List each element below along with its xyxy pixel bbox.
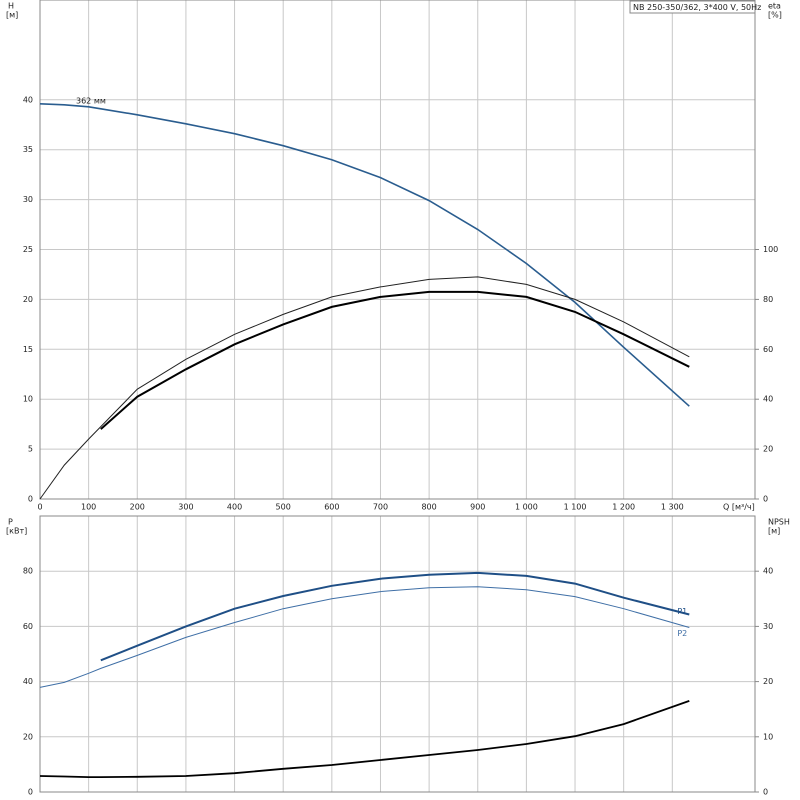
series-line: [39, 103, 690, 407]
y2-tick-label: 0: [763, 495, 768, 504]
series-label: 362 мм: [76, 96, 106, 105]
y2-axis-label: NPSH: [768, 518, 790, 527]
x-tick-label: 600: [324, 503, 339, 512]
y2-tick-label: 20: [763, 445, 773, 454]
series-line: [100, 571, 690, 662]
y-tick-label: 25: [23, 245, 33, 254]
plot-frame: [39, 515, 756, 793]
y-axis-label: P: [8, 518, 13, 527]
x-tick-label: 1 300: [661, 503, 684, 512]
y-axis-unit: [кВт]: [6, 527, 27, 536]
y2-tick-label: 100: [763, 245, 778, 254]
x-tick-label: 400: [227, 503, 242, 512]
y-tick-label: 80: [23, 567, 33, 576]
y2-axis-unit: [м]: [768, 527, 780, 536]
x-tick-label: 700: [373, 503, 388, 512]
chart-title: NB 250-350/362, 3*400 V, 50Hz: [633, 3, 761, 12]
series-label: P1: [677, 607, 687, 616]
y-tick-label: 40: [23, 95, 33, 104]
y-tick-label: 60: [23, 622, 33, 631]
x-tick-label: 0: [37, 503, 42, 512]
y2-tick-label: 0: [763, 788, 768, 797]
y-axis-label: H: [8, 2, 14, 11]
y2-axis-unit: [%]: [768, 11, 782, 20]
y2-tick-label: 40: [763, 395, 773, 404]
y-tick-label: 30: [23, 195, 33, 204]
y-tick-label: 10: [23, 395, 33, 404]
y-tick-label: 20: [23, 295, 33, 304]
title-box: [629, 0, 756, 14]
x-tick-label: 300: [178, 503, 193, 512]
panel: 0 100 200 300 400 500 600 700 800 900 1 000 1 100 1 …: [6, 0, 782, 512]
y2-tick-label: 20: [763, 677, 773, 686]
x-tick-label: 500: [276, 503, 291, 512]
x-tick-label: 1 000: [515, 503, 538, 512]
series-label: P2: [677, 629, 687, 638]
x-tick-label: 800: [421, 503, 436, 512]
panel: 0 20 40 60 80 0 10 20 30 40 P[кВт] NPSH[м] P1 P2: [6, 515, 790, 797]
series-line: [39, 276, 690, 500]
y2-tick-label: 30: [763, 622, 773, 631]
y2-axis-label: eta: [768, 2, 781, 11]
x-axis-label: Q [м³/ч]: [723, 503, 755, 512]
series-line: [100, 290, 690, 430]
y2-tick-label: 10: [763, 732, 773, 741]
y-tick-label: 0: [28, 788, 33, 797]
y-tick-label: 35: [23, 145, 33, 154]
y-tick-label: 20: [23, 732, 33, 741]
x-tick-label: 900: [470, 503, 485, 512]
x-tick-label: 1 100: [564, 503, 587, 512]
y-tick-label: 0: [28, 495, 33, 504]
x-tick-label: 1 200: [612, 503, 635, 512]
y2-tick-label: 80: [763, 295, 773, 304]
series-line: [39, 700, 690, 778]
y2-tick-label: 40: [763, 567, 773, 576]
plot-frame: [39, 0, 756, 500]
x-tick-label: 100: [81, 503, 96, 512]
y2-tick-label: 60: [763, 345, 773, 354]
y-tick-label: 5: [28, 445, 33, 454]
x-tick-label: 200: [130, 503, 145, 512]
series-line: [39, 586, 690, 688]
y-tick-label: 15: [23, 345, 33, 354]
y-axis-unit: [м]: [6, 11, 18, 20]
y-tick-label: 40: [23, 677, 33, 686]
